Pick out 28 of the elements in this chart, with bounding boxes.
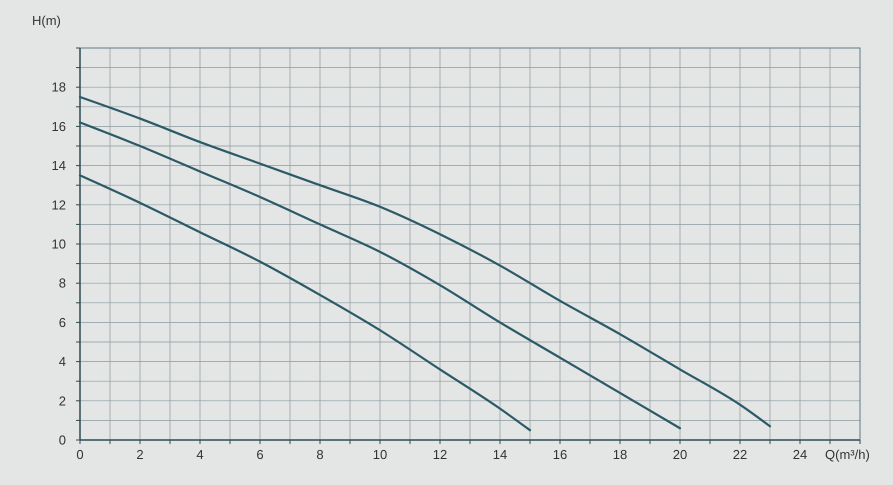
y-tick-label: 14 [52, 158, 66, 174]
y-tick-label: 18 [52, 80, 66, 95]
line-series [78, 96, 772, 428]
y-tick-label: 8 [58, 276, 66, 291]
line-series [78, 174, 532, 432]
y-tick-label: 12 [52, 197, 66, 212]
line-series [78, 121, 682, 430]
y-tick-label: 2 [58, 393, 66, 408]
y-tick-label: 0 [58, 432, 66, 448]
y-tick-label: 10 [52, 236, 66, 252]
x-tick-label: 12 [432, 447, 448, 462]
y-tick-label: 4 [58, 354, 66, 370]
x-tick-label: 16 [552, 447, 568, 462]
x-tick-label: 22 [732, 447, 748, 462]
x-tick-label: 4 [196, 447, 204, 462]
x-axis-title: Q(m³/h) [825, 447, 870, 462]
x-tick-label: 10 [372, 447, 388, 462]
x-tick-label: 6 [256, 447, 264, 462]
x-tick-label: 24 [792, 447, 808, 462]
x-tick-label: 2 [136, 447, 144, 462]
x-tick-label: 8 [316, 447, 324, 462]
y-tick-label: 6 [58, 314, 66, 330]
x-tick-label: 14 [492, 447, 508, 462]
y-axis-title: H(m) [32, 13, 61, 28]
y-tick-label: 16 [52, 118, 66, 134]
x-tick-label: 18 [612, 447, 628, 462]
x-tick-label: 20 [672, 447, 688, 462]
x-tick-label: 0 [76, 447, 84, 462]
